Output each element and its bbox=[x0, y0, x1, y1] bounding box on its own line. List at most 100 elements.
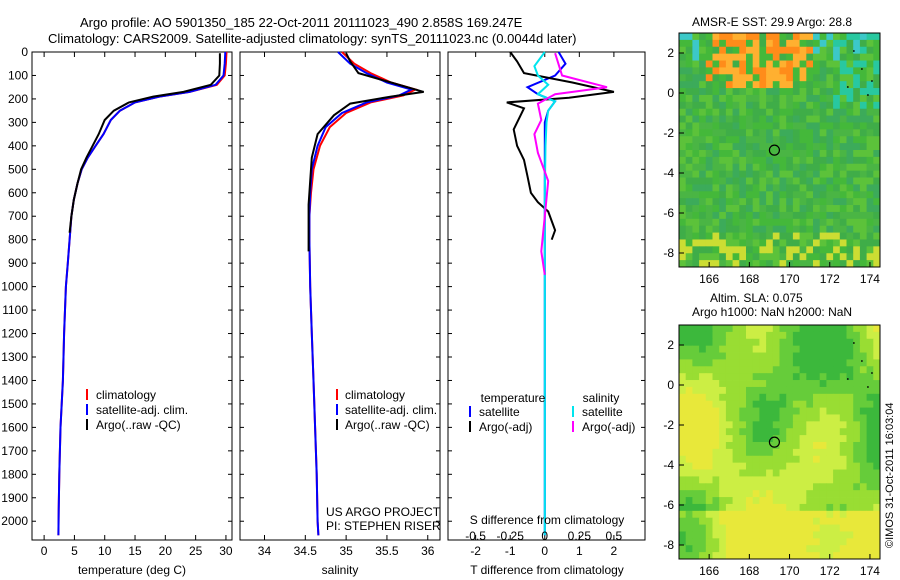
map-cell bbox=[833, 218, 841, 227]
map-x-tick-label: 168 bbox=[739, 272, 759, 286]
map-cell bbox=[699, 338, 707, 347]
map-cell bbox=[839, 81, 847, 89]
map-cell bbox=[705, 366, 713, 374]
map-cell bbox=[786, 94, 794, 103]
legend-label: Argo(-adj) bbox=[479, 420, 532, 434]
map-cell bbox=[699, 136, 707, 144]
map-cell bbox=[719, 428, 727, 436]
map-cell bbox=[752, 177, 760, 185]
map-cell bbox=[786, 421, 794, 429]
map-cell bbox=[752, 170, 760, 178]
map-cell bbox=[819, 163, 827, 172]
map-cell bbox=[846, 218, 854, 227]
map-cell bbox=[719, 33, 727, 41]
map-cell bbox=[759, 462, 767, 470]
map-cell bbox=[866, 53, 874, 61]
map-cell bbox=[846, 421, 854, 429]
map-cell bbox=[739, 373, 747, 381]
map-cell bbox=[759, 428, 767, 436]
map-cell bbox=[685, 163, 693, 172]
map-cell bbox=[813, 53, 821, 61]
map-cell bbox=[766, 177, 774, 185]
map-cell bbox=[725, 184, 733, 192]
map-cell bbox=[819, 184, 827, 192]
map-cell bbox=[786, 198, 794, 206]
map-cell bbox=[679, 232, 687, 240]
map-cell bbox=[859, 538, 867, 546]
map-cell bbox=[859, 177, 867, 185]
map-cell bbox=[866, 108, 874, 116]
map-cell bbox=[772, 359, 780, 367]
map-cell bbox=[806, 517, 814, 525]
map-cell bbox=[759, 74, 767, 82]
map-cell bbox=[792, 101, 800, 110]
map-cell bbox=[699, 490, 707, 498]
map-cell bbox=[813, 39, 821, 48]
map-cell bbox=[813, 538, 821, 546]
map-cell bbox=[772, 225, 780, 233]
map-cell bbox=[705, 225, 713, 233]
map-cell bbox=[873, 170, 881, 178]
map-cell bbox=[679, 503, 687, 512]
map-cell bbox=[839, 400, 847, 408]
map-cell bbox=[719, 60, 727, 68]
map-cell bbox=[786, 225, 794, 233]
map-cell bbox=[712, 239, 720, 247]
map-cell bbox=[732, 483, 740, 491]
map-cell bbox=[732, 115, 740, 123]
map-cell bbox=[699, 122, 707, 130]
map-cell bbox=[739, 46, 747, 55]
map-cell bbox=[759, 524, 767, 532]
map-cell bbox=[806, 60, 814, 68]
map-cell bbox=[692, 191, 700, 199]
map-cell bbox=[806, 538, 814, 546]
island-dot bbox=[846, 86, 849, 88]
map-cell bbox=[866, 503, 874, 512]
map-cell bbox=[699, 198, 707, 206]
map-cell bbox=[759, 442, 767, 450]
map-cell bbox=[786, 184, 794, 192]
map-cell bbox=[712, 122, 720, 130]
map-cell bbox=[732, 428, 740, 436]
map-cell bbox=[839, 101, 847, 110]
map-cell bbox=[859, 253, 867, 261]
map-cell bbox=[779, 211, 787, 220]
map-cell bbox=[679, 393, 687, 402]
map-cell bbox=[786, 67, 794, 75]
map-cell bbox=[712, 510, 720, 519]
map-cell bbox=[853, 60, 861, 68]
map-cell bbox=[732, 67, 740, 75]
x2-tick-label: 0.5 bbox=[606, 529, 623, 543]
map-y-tick-label: 2 bbox=[667, 46, 674, 60]
map-cell bbox=[826, 225, 834, 233]
map-cell bbox=[692, 163, 700, 172]
map-cell bbox=[746, 510, 754, 519]
map-cell bbox=[813, 129, 821, 137]
map-cell bbox=[779, 531, 787, 539]
map-cell bbox=[839, 108, 847, 116]
map-cell bbox=[692, 448, 700, 457]
map-cell bbox=[846, 386, 854, 395]
map-cell bbox=[866, 115, 874, 123]
map-cell bbox=[799, 352, 807, 360]
map-cell bbox=[792, 33, 800, 41]
map-cell bbox=[692, 517, 700, 525]
map-cell bbox=[866, 490, 874, 498]
map-cell bbox=[685, 338, 693, 347]
map-cell bbox=[792, 448, 800, 457]
x-tick-label: 30 bbox=[219, 544, 233, 558]
map-cell bbox=[846, 442, 854, 450]
map-cell bbox=[719, 462, 727, 470]
map-cell bbox=[792, 53, 800, 61]
map-cell bbox=[846, 407, 854, 415]
map-cell bbox=[739, 74, 747, 82]
map-cell bbox=[699, 60, 707, 68]
map-cell bbox=[699, 497, 707, 505]
map-cell bbox=[725, 129, 733, 137]
map-cell bbox=[759, 205, 767, 213]
map-cell bbox=[752, 407, 760, 415]
map-cell bbox=[705, 490, 713, 498]
map-cell bbox=[866, 88, 874, 96]
map-cell bbox=[839, 352, 847, 360]
